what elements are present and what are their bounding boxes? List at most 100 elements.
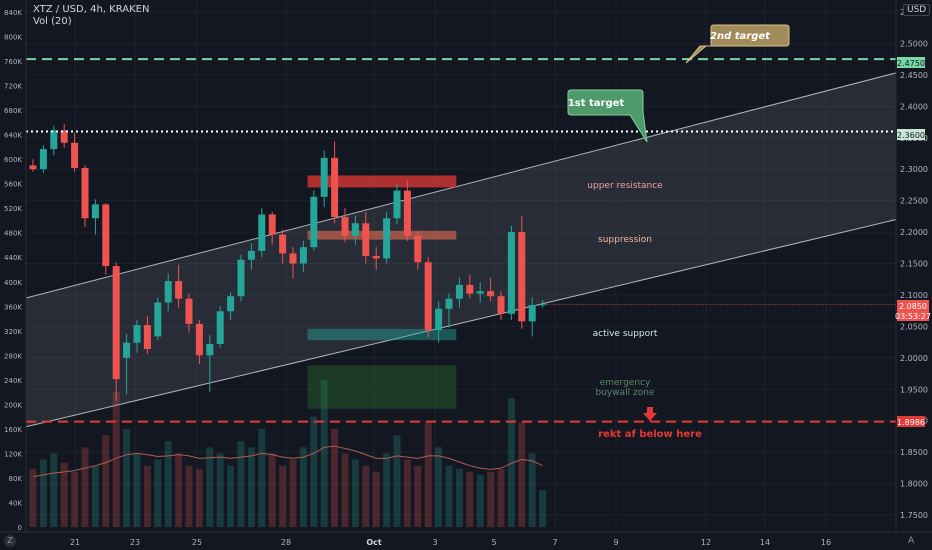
candle-body <box>29 165 37 170</box>
candle-body <box>133 325 141 343</box>
candle-body <box>372 255 380 259</box>
channel-fill <box>26 72 896 427</box>
zone-upper-resistance[interactable] <box>307 175 457 188</box>
candle-body <box>81 167 89 219</box>
price-tick-label: 2.4000 <box>900 102 928 111</box>
volume-tick-label: 240K <box>4 377 22 385</box>
volume-tick-label: 760K <box>4 58 22 66</box>
candle-body <box>518 232 526 322</box>
volume-bar <box>71 471 79 527</box>
volume-bar <box>29 468 37 527</box>
price-tick-label: 2.3000 <box>900 165 928 174</box>
target-lines <box>26 58 896 423</box>
volume-tick-label: 800K <box>4 34 22 42</box>
volume-bar <box>393 435 401 527</box>
currency-button[interactable]: USD <box>903 4 931 16</box>
auto-scale-icon[interactable]: A <box>908 536 915 546</box>
zone-label-suppression: suppression <box>598 235 652 245</box>
volume-bars <box>29 379 547 527</box>
volume-bar <box>455 468 463 527</box>
price-tick-label: 1.8500 <box>900 448 928 457</box>
volume-bar <box>539 490 547 527</box>
candle-body <box>476 291 484 294</box>
candle-body <box>341 216 349 236</box>
time-tick-label: 21 <box>70 538 80 547</box>
zone-label-active-support: active support <box>593 329 658 339</box>
volume-bar <box>50 453 58 527</box>
volume-bar <box>466 471 474 527</box>
volume-tick-label: 600K <box>4 156 22 164</box>
zone-active-support[interactable] <box>307 328 457 341</box>
volume-tick-label: 360K <box>4 303 22 311</box>
volume-bar <box>310 416 318 527</box>
volume-bar <box>445 465 453 527</box>
zone-suppression[interactable] <box>307 230 457 240</box>
candle-body <box>289 253 297 264</box>
price-tick-label: 2.1500 <box>900 260 928 269</box>
candlesticks <box>29 123 896 401</box>
time-tick-label: 12 <box>701 538 711 547</box>
candle-body <box>39 149 47 170</box>
callout-1st-target[interactable]: 1st target <box>567 89 648 143</box>
candle-body <box>154 302 162 337</box>
candle-body <box>424 262 432 331</box>
callout-2nd-target[interactable]: 2nd target <box>685 24 790 64</box>
candle-body <box>91 204 99 219</box>
candle-body <box>112 266 120 380</box>
price-tick-label: 2.0000 <box>900 354 928 363</box>
time-tick-label: Oct <box>366 538 382 547</box>
volume-tick-label: 320K <box>4 328 22 336</box>
time-tick-label: 5 <box>491 538 496 547</box>
time-axis[interactable]: 21 23 25 28 Oct 3 5 7 9 12 14 16 <box>70 538 831 547</box>
zone-label-emergency: emergency <box>600 378 651 388</box>
volume-bar <box>403 459 411 527</box>
channel-upper-line[interactable] <box>25 72 897 299</box>
stop-annotation: rekt af below here <box>598 429 702 440</box>
price-label-current: 2.0850 03:53:27 <box>895 300 931 321</box>
volume-tick-label: 280K <box>4 352 22 360</box>
volume-axis[interactable]: 840K 800K 760K 720K 680K 640K 600K 560K 520K 480K… <box>4 9 22 532</box>
volume-bar <box>362 465 370 527</box>
volume-bar <box>102 435 110 527</box>
volume-tick-label: 400K <box>4 279 22 287</box>
time-tick-label: 16 <box>821 538 831 547</box>
volume-bar <box>112 392 120 527</box>
volume-bar <box>154 459 162 527</box>
candle-body <box>351 223 359 236</box>
volume-bar <box>383 453 391 527</box>
candle-body <box>102 204 110 267</box>
price-tick-label: 2.4500 <box>900 71 928 80</box>
zone-label-buywall: buywall zone <box>596 388 655 398</box>
candle-body <box>227 296 235 312</box>
volume-bar <box>487 471 495 527</box>
zoom-icon[interactable]: Z <box>4 535 16 547</box>
volume-bar <box>331 428 339 527</box>
candle-body <box>185 298 193 324</box>
price-tick-label: 2.5000 <box>900 39 928 48</box>
volume-bar <box>289 459 297 527</box>
price-label-second-target: 2.4750 <box>897 57 925 68</box>
volume-indicator-label[interactable]: Vol (20) <box>33 16 72 27</box>
candle-body <box>403 190 411 236</box>
symbol-title: XTZ / USD, 4h, KRAKEN <box>33 4 150 15</box>
svg-text:03:53:27: 03:53:27 <box>895 312 931 321</box>
price-tick-label: 1.7500 <box>900 511 928 520</box>
volume-tick-label: 80K <box>9 475 23 483</box>
volume-ma-line <box>32 445 543 478</box>
svg-text:1.8986: 1.8986 <box>897 418 925 427</box>
price-tick-label: 1.9500 <box>900 385 928 394</box>
volume-tick-label: 480K <box>4 230 22 238</box>
time-tick-label: 28 <box>281 538 291 547</box>
candle-body <box>71 142 79 168</box>
time-tick-label: 14 <box>760 538 770 547</box>
volume-tick-label: 440K <box>4 254 22 262</box>
zone-label-upper-resistance: upper resistance <box>587 181 663 191</box>
channel-lower-line[interactable] <box>25 219 897 428</box>
candle-body <box>320 157 328 197</box>
zone-emergency-buywall[interactable] <box>307 365 457 409</box>
candle-body <box>393 190 401 219</box>
volume-bar <box>476 474 484 527</box>
time-tick-label: 7 <box>552 538 557 547</box>
candle-body <box>175 281 183 299</box>
